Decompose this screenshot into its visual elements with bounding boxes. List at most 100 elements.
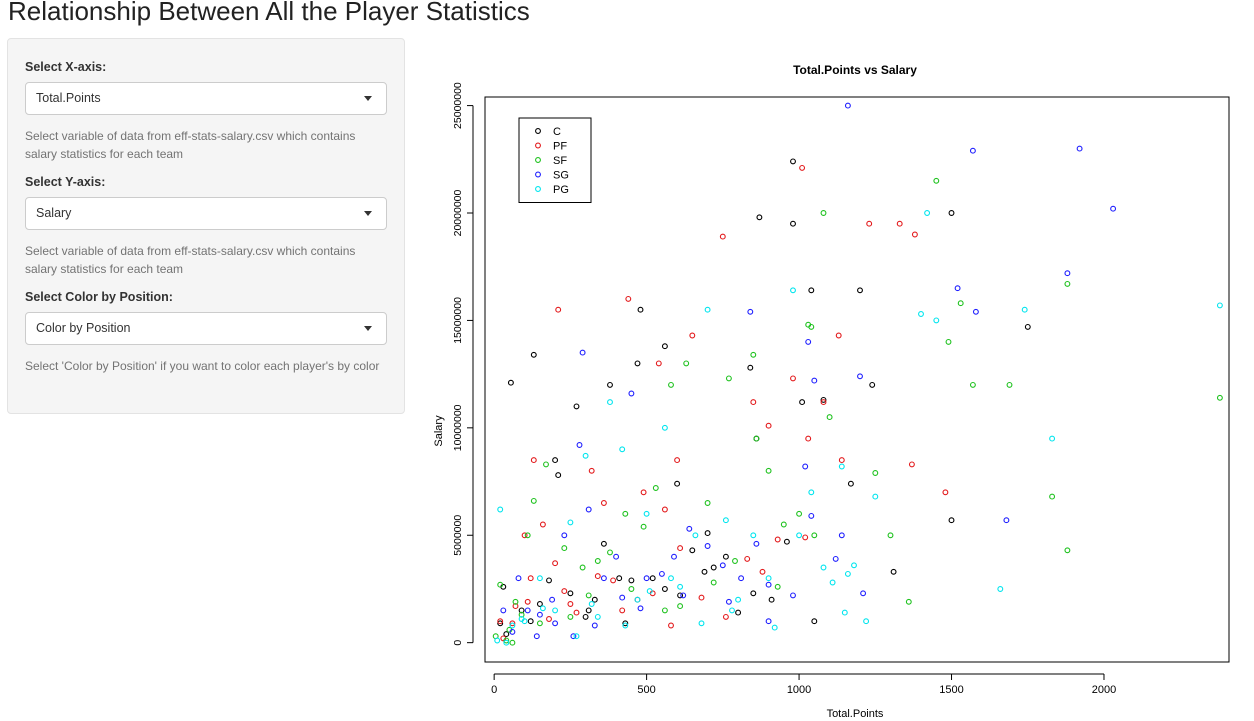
data-point-sf	[607, 549, 613, 556]
data-point-pf	[759, 568, 766, 575]
data-point-sf	[567, 613, 574, 620]
data-point-sf	[509, 639, 516, 646]
legend-label: SG	[553, 170, 569, 182]
data-point-c	[649, 575, 656, 582]
data-point-c	[799, 399, 806, 406]
data-point-pg	[808, 489, 815, 496]
data-point-pg	[692, 532, 699, 539]
data-point-c	[503, 631, 510, 638]
data-point-c	[555, 472, 562, 479]
y-tick-label: 25000000	[452, 82, 464, 129]
data-point-sf	[1216, 394, 1223, 401]
data-point-sg	[613, 553, 620, 560]
y-tick-label: 15000000	[452, 297, 464, 344]
data-point-pg	[518, 616, 525, 622]
data-point-pg	[594, 613, 601, 620]
x-axis-select[interactable]: Total.Points	[25, 82, 387, 115]
data-point-sg	[500, 607, 507, 614]
y-tick-label: 0	[452, 640, 464, 646]
data-point-pf	[799, 164, 806, 171]
data-point-sf	[811, 532, 818, 539]
data-point-sg	[585, 506, 592, 513]
legend-marker	[535, 171, 541, 178]
data-point-pg	[622, 622, 629, 629]
x-tick-label: 500	[637, 684, 655, 696]
data-point-sg	[765, 618, 772, 625]
data-point-sf	[969, 381, 976, 388]
data-point-c	[637, 306, 644, 313]
data-point-sf	[710, 579, 717, 586]
data-point-pf	[835, 332, 842, 339]
data-point-sf	[503, 637, 510, 644]
data-point-pf	[661, 506, 668, 513]
data-point-sg	[1076, 145, 1083, 152]
data-point-c	[704, 530, 711, 537]
data-point-sg	[643, 575, 650, 582]
data-point-sf	[543, 461, 549, 468]
color-by-select[interactable]: Color by Position	[25, 312, 387, 345]
x-tick-label: 2000	[1092, 684, 1116, 696]
data-point-sg	[790, 592, 796, 599]
data-point-pg	[552, 607, 559, 614]
data-point-sf	[905, 598, 912, 605]
data-point-sf	[765, 467, 772, 474]
data-point-sf	[820, 210, 827, 216]
data-point-c	[756, 214, 763, 221]
data-point-pf	[750, 399, 757, 406]
data-point-sg	[533, 633, 540, 640]
data-point-c	[689, 547, 696, 554]
data-point-pg	[668, 575, 674, 582]
data-point-sf	[826, 414, 833, 421]
y-axis-select[interactable]: Salary	[25, 197, 387, 230]
data-point-pf	[552, 560, 559, 567]
data-point-pf	[524, 598, 531, 605]
data-point-c	[661, 586, 668, 592]
data-point-sg	[954, 285, 961, 292]
data-point-c	[591, 596, 598, 603]
data-point-pg	[844, 570, 851, 577]
data-point-pf	[588, 467, 595, 474]
legend-box	[518, 117, 592, 203]
data-point-pg	[1049, 435, 1056, 442]
data-point-sf	[750, 351, 757, 358]
data-point-sf	[957, 300, 964, 307]
data-point-c	[790, 220, 796, 227]
legend-marker	[535, 128, 541, 134]
data-point-pf	[908, 461, 915, 468]
data-point-pf	[640, 489, 647, 496]
y-tick-label: 20000000	[452, 189, 464, 236]
data-point-c	[783, 538, 790, 545]
data-point-c	[674, 480, 681, 487]
data-point-sf	[512, 598, 519, 605]
data-point-sf	[887, 532, 894, 539]
data-point-pg	[567, 519, 574, 526]
data-point-sf	[524, 532, 531, 539]
data-point-sg	[844, 102, 851, 109]
data-point-sg	[738, 575, 745, 582]
data-point-c	[750, 590, 757, 597]
data-point-sf	[561, 545, 568, 552]
data-point-c	[585, 607, 592, 614]
data-point-c	[735, 609, 742, 616]
data-point-pf	[719, 233, 726, 240]
data-point-sg	[704, 543, 711, 549]
data-point-pg	[619, 446, 626, 453]
data-point-pf	[521, 532, 528, 539]
y-axis-title: Salary	[433, 415, 445, 447]
data-point-sf	[661, 607, 668, 614]
data-point-sg	[1064, 270, 1071, 277]
data-point-sf	[579, 564, 586, 571]
data-point-pg	[765, 575, 772, 582]
page-title: Relationship Between All the Player Stat…	[8, 0, 530, 26]
data-point-pf	[838, 457, 845, 464]
data-point-c	[677, 592, 684, 599]
data-point-pg	[838, 463, 845, 470]
data-point-pg	[588, 601, 595, 607]
data-point-c	[869, 381, 876, 388]
data-point-sg	[808, 512, 815, 519]
data-point-pg	[820, 564, 827, 571]
data-point-sg	[524, 607, 531, 614]
data-point-pf	[674, 457, 681, 464]
data-point-sg	[969, 147, 976, 154]
data-point-pf	[619, 607, 626, 614]
